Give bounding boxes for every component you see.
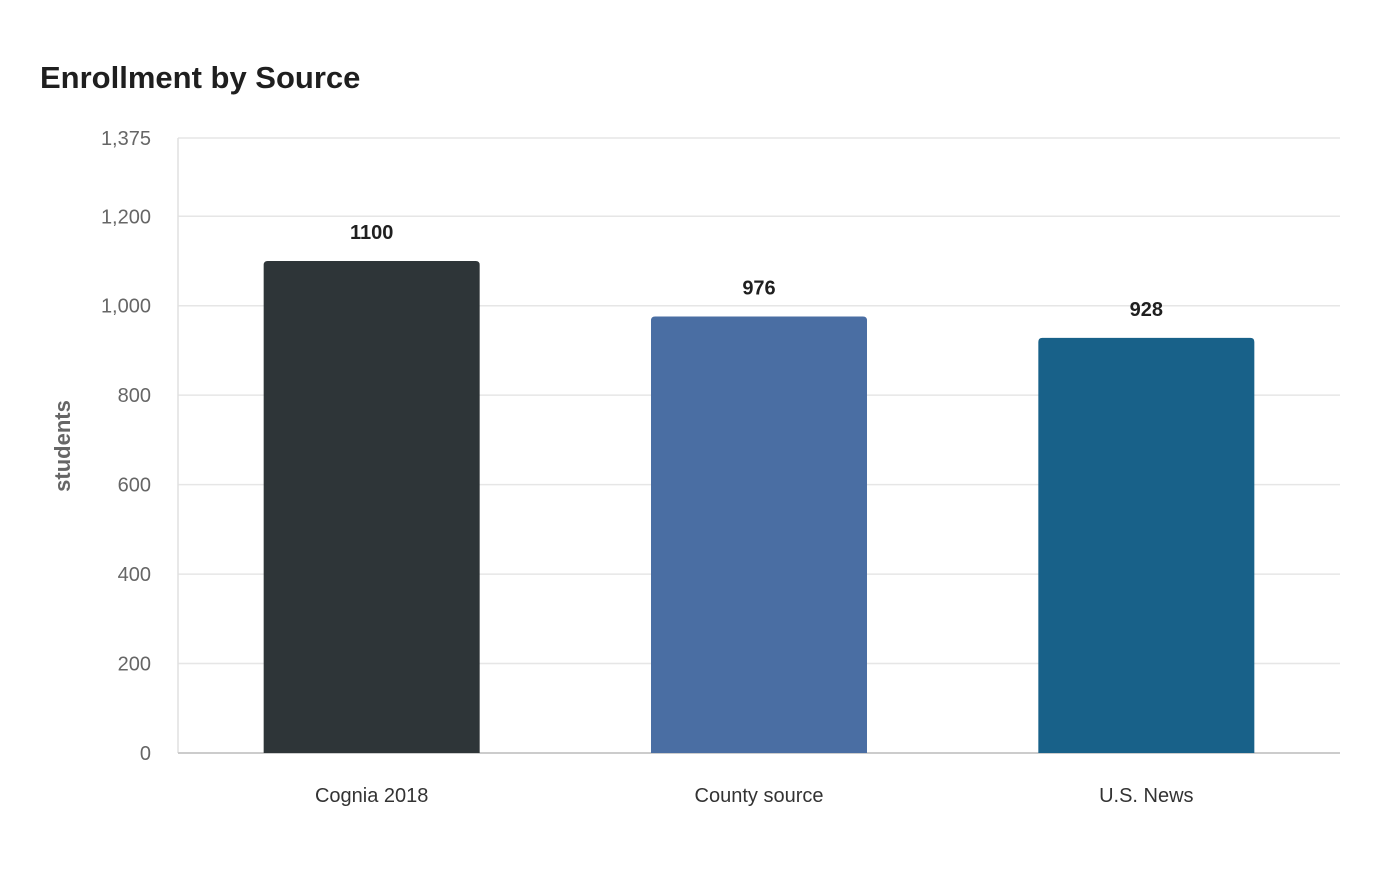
y-axis-title: students — [50, 400, 75, 492]
y-tick-label: 1,000 — [101, 296, 151, 318]
y-tick-label: 1,375 — [101, 128, 151, 150]
y-tick-label: 1,200 — [101, 206, 151, 228]
x-category-label: U.S. News — [1099, 785, 1193, 807]
data-label: 928 — [1130, 299, 1163, 321]
y-tick-label: 200 — [118, 654, 151, 676]
bars — [263, 261, 1255, 753]
data-label: 1100 — [350, 222, 393, 244]
y-tick-label: 400 — [118, 564, 151, 586]
bar-cognia-2018 — [263, 261, 480, 753]
data-label: 976 — [742, 277, 775, 299]
bar-county-source — [651, 316, 867, 753]
x-category-label: Cognia 2018 — [315, 785, 428, 807]
y-tick-label: 0 — [140, 743, 151, 765]
chart-title: Enrollment by Source — [40, 60, 361, 95]
y-tick-label: 800 — [118, 385, 151, 407]
labels: 0 200 400 600 800 1,000 1,200 1,375 1100 Cognia 2… — [101, 128, 1194, 807]
y-tick-label: 600 — [118, 475, 151, 497]
bar-u-s-news — [1038, 337, 1255, 753]
x-category-label: County source — [695, 785, 824, 807]
